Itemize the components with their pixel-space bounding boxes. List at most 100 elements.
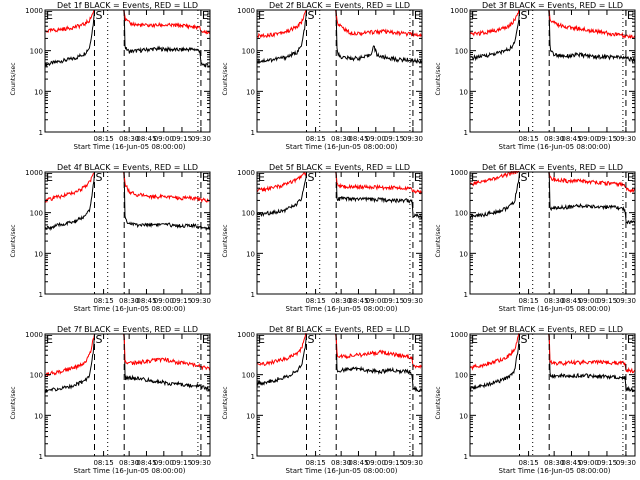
x-axis-label: Start Time (16-Jun-05 08:00:00)	[74, 467, 186, 475]
x-tick-label: 08:15	[518, 459, 538, 467]
y-axis-label: Counts/sec	[435, 224, 442, 257]
series-events	[256, 333, 423, 393]
panel-det-8: Det 8f BLACK = Events, RED = LLDDet 8f B…	[222, 324, 423, 475]
marker-start-e: E	[46, 333, 53, 346]
y-axis-label: Counts/sec	[222, 224, 229, 257]
marker-e: E	[414, 9, 421, 22]
plot-frame	[256, 9, 423, 133]
y-axis-label: Counts/sec	[222, 62, 229, 95]
x-tick-label: 09:30	[191, 297, 211, 305]
x-tick-label: 09:00	[366, 459, 386, 467]
x-tick-label: 08:15	[93, 135, 113, 143]
x-tick-label: 09:15	[384, 135, 404, 143]
marker-s: S	[96, 333, 103, 346]
chart-title-overlay: Det 9f BLACK = Events, RED = LLD	[482, 325, 623, 334]
title-mask	[469, 162, 636, 171]
x-tick-label: 08:15	[305, 297, 325, 305]
y-axis-label: Counts/sec	[10, 386, 17, 419]
marker-s: S	[521, 333, 528, 346]
y-tick-label: 100	[30, 48, 43, 56]
y-tick-label: 100	[242, 372, 255, 380]
y-tick-label: 100	[242, 210, 255, 218]
plot-frame	[44, 9, 211, 133]
y-tick-label: 1	[39, 129, 43, 137]
x-axis-label: Start Time (16-Jun-05 08:00:00)	[499, 143, 611, 151]
title-mask	[44, 324, 211, 333]
y-tick-label: 1000	[450, 169, 468, 177]
y-tick-label: 1	[251, 453, 255, 461]
x-axis-label: Start Time (16-Jun-05 08:00:00)	[286, 305, 398, 313]
panel-det-9: Det 9f BLACK = Events, RED = LLDDet 9f B…	[435, 324, 636, 475]
y-tick-label: 100	[455, 210, 468, 218]
x-tick-label: 09:00	[579, 135, 599, 143]
y-tick-label: 1000	[25, 7, 43, 15]
y-tick-label: 1000	[450, 331, 468, 339]
series-lld	[44, 333, 211, 377]
panel-det-7: Det 7f BLACK = Events, RED = LLDDet 7f B…	[10, 324, 211, 475]
x-tick-label: 08:45	[348, 297, 368, 305]
series-lld	[256, 9, 423, 39]
x-tick-label: 08:30	[119, 459, 139, 467]
plot-frame	[256, 171, 423, 295]
series-lld	[44, 171, 211, 204]
marker-s: S	[96, 9, 103, 22]
series-lld	[44, 9, 211, 35]
y-tick-label: 1000	[237, 7, 255, 15]
x-axis-label: Start Time (16-Jun-05 08:00:00)	[74, 143, 186, 151]
series-events	[44, 9, 211, 68]
x-tick-label: 08:45	[561, 297, 581, 305]
marker-e: E	[414, 171, 421, 184]
x-tick-label: 09:30	[191, 459, 211, 467]
x-tick-label: 09:30	[616, 135, 636, 143]
y-tick-label: 1	[464, 453, 468, 461]
x-tick-label: 09:15	[597, 459, 617, 467]
marker-e: E	[627, 333, 634, 346]
x-tick-label: 08:30	[119, 135, 139, 143]
y-tick-label: 1	[251, 291, 255, 299]
marker-e: E	[202, 171, 209, 184]
y-tick-label: 10	[246, 88, 255, 96]
marker-e: E	[414, 333, 421, 346]
marker-e: E	[202, 333, 209, 346]
plot-frame	[469, 171, 636, 295]
marker-s: S	[521, 171, 528, 184]
x-tick-label: 09:15	[384, 297, 404, 305]
y-tick-label: 10	[34, 250, 43, 258]
x-tick-label: 09:00	[154, 297, 174, 305]
x-tick-label: 08:30	[331, 459, 351, 467]
y-axis-label: Counts/sec	[10, 62, 17, 95]
title-mask	[44, 0, 211, 9]
title-mask	[256, 324, 423, 333]
plot-frame	[44, 333, 211, 457]
title-mask	[469, 0, 636, 9]
y-tick-label: 10	[459, 250, 468, 258]
plot-frame	[469, 333, 636, 457]
x-tick-label: 09:30	[403, 297, 423, 305]
y-tick-label: 100	[455, 372, 468, 380]
panel-det-5: Det 5f BLACK = Events, RED = LLDDet 5f B…	[222, 162, 423, 313]
y-axis-label: Counts/sec	[10, 224, 17, 257]
x-tick-label: 08:15	[305, 135, 325, 143]
x-tick-label: 09:00	[579, 459, 599, 467]
x-tick-label: 08:45	[136, 297, 156, 305]
x-tick-label: 09:00	[366, 135, 386, 143]
x-tick-label: 08:15	[305, 459, 325, 467]
marker-s: S	[521, 9, 528, 22]
chart-title-overlay: Det 8f BLACK = Events, RED = LLD	[269, 325, 410, 334]
x-axis-label: Start Time (16-Jun-05 08:00:00)	[74, 305, 186, 313]
x-tick-label: 08:45	[348, 459, 368, 467]
series-events	[469, 9, 636, 63]
chart-title-overlay: Det 6f BLACK = Events, RED = LLD	[482, 163, 623, 172]
x-tick-label: 09:00	[154, 135, 174, 143]
series-events	[44, 171, 211, 232]
chart-title-overlay: Det 1f BLACK = Events, RED = LLD	[57, 1, 198, 10]
x-tick-label: 08:15	[93, 459, 113, 467]
title-mask	[469, 324, 636, 333]
marker-start-e: E	[471, 171, 478, 184]
x-tick-label: 08:15	[518, 135, 538, 143]
marker-s: S	[96, 171, 103, 184]
y-tick-label: 1000	[237, 331, 255, 339]
series-lld	[469, 169, 636, 194]
y-axis-label: Counts/sec	[222, 386, 229, 419]
panel-det-2: Det 2f BLACK = Events, RED = LLDDet 2f B…	[222, 0, 423, 151]
